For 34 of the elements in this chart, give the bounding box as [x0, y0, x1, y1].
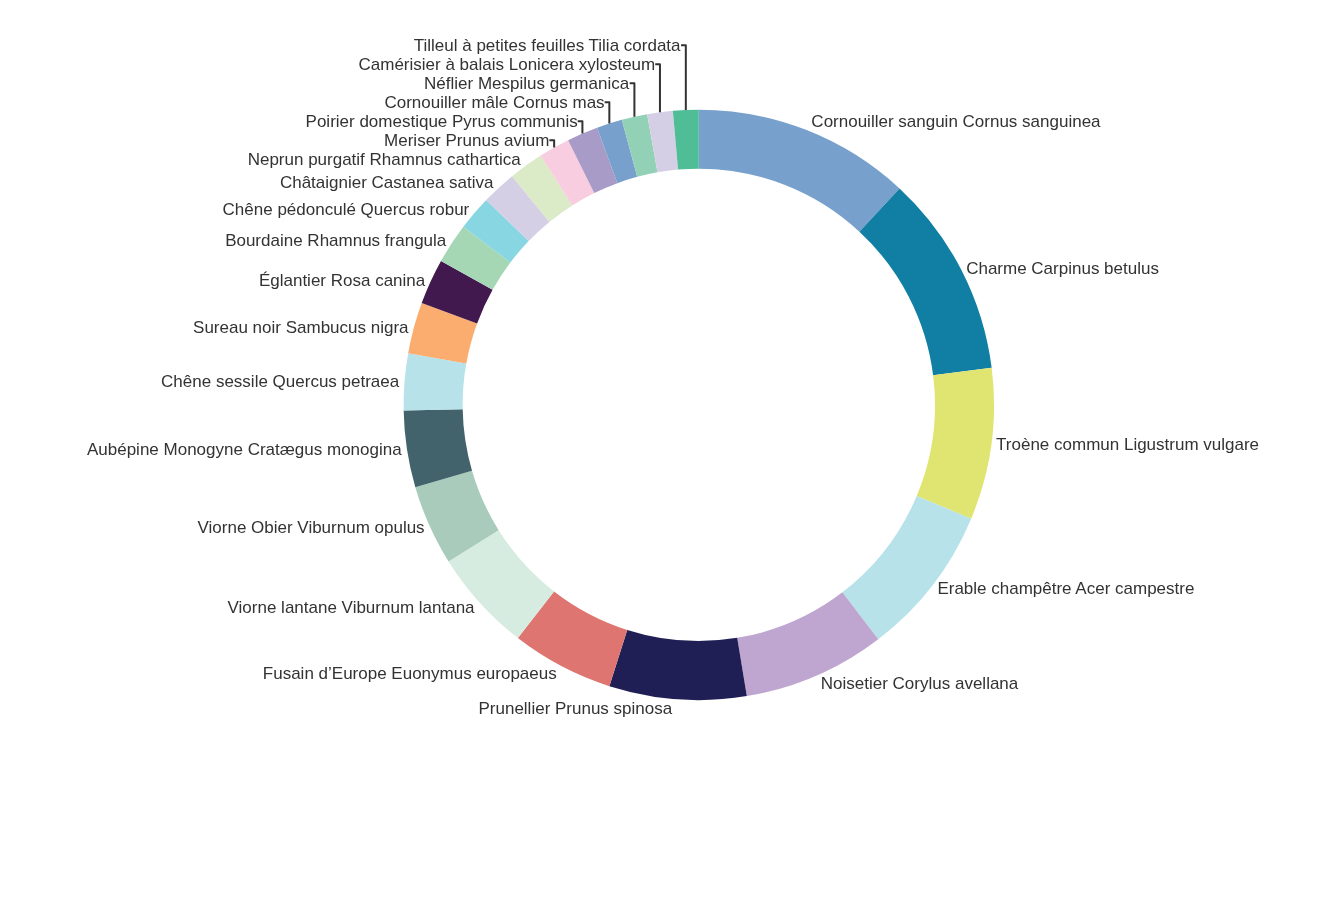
slice-label: Poirier domestique Pyrus communis — [305, 111, 578, 131]
slice-label: Aubépine Monogyne Cratægus monogina — [86, 439, 403, 459]
slice-label: Prunellier Prunus spinosa — [478, 699, 673, 719]
donut-slice — [597, 119, 638, 184]
slice-label: Sureau noir Sambucus nigra — [193, 317, 410, 337]
slice-label: Tilleul à petites feuilles Tilia cordata — [413, 35, 682, 55]
slice-label: Églantier Rosa canina — [258, 270, 426, 290]
slice-label: Neprun purgatif Rhamnus cathartica — [247, 149, 522, 169]
slice-label: Chêne pédonculé Quercus robur — [222, 199, 470, 219]
slice-label: Erable champêtre Acer campestre — [937, 579, 1195, 599]
slice-label: Viorne Obier Viburnum opulus — [197, 517, 425, 537]
slice-label: Néflier Mespilus germanica — [424, 73, 630, 93]
slice-label: Camérisier à balais Lonicera xylosteum — [358, 54, 656, 74]
donut-slice — [403, 409, 473, 488]
donut-slice — [408, 303, 478, 364]
slice-label: Noisetier Corylus avellana — [820, 674, 1019, 694]
donut-slice — [916, 367, 994, 519]
slice-label: Cornouiller mâle Cornus mas — [384, 92, 605, 112]
slice-label: Meriser Prunus avium — [384, 130, 550, 150]
slice-label: Cornouiller sanguin Cornus sanguinea — [811, 112, 1102, 132]
slice-label: Bourdaine Rhamnus frangula — [225, 231, 447, 251]
slice-label: Troène commun Ligustrum vulgare — [996, 435, 1260, 455]
donut-slice — [672, 109, 699, 170]
slice-label: Chêne sessile Quercus petraea — [161, 372, 400, 392]
slice-label: Châtaignier Castanea sativa — [279, 173, 495, 193]
donut-slice — [647, 110, 679, 173]
donut-slice — [609, 629, 747, 700]
slice-label: Fusain d’Europe Euonymus europaeus — [262, 664, 557, 684]
slice-label: Charme Carpinus betulus — [966, 258, 1159, 278]
donut-slice — [621, 114, 658, 177]
donut-slice — [698, 109, 900, 232]
slice-label: Viorne lantane Viburnum lantana — [227, 597, 476, 617]
donut-slice — [403, 353, 467, 411]
donut-slice — [568, 127, 618, 194]
